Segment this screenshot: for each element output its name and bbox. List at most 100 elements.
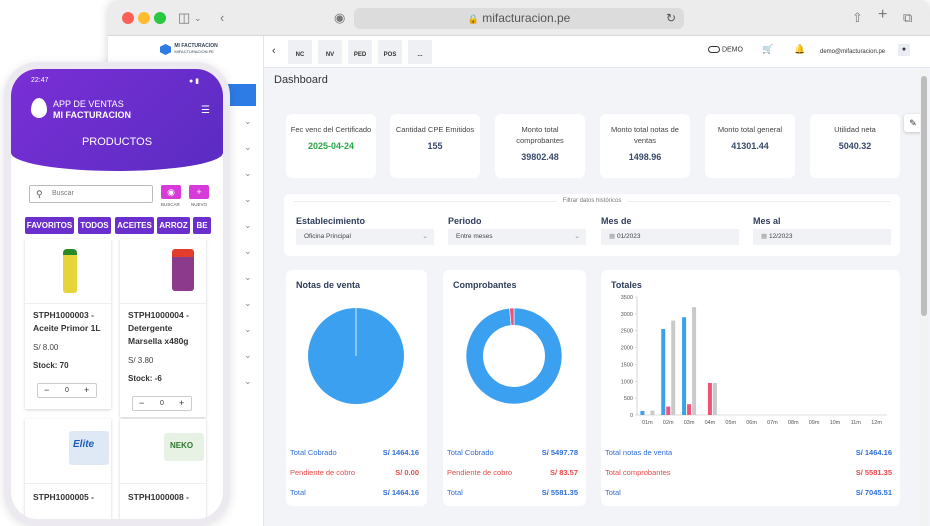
tab-more[interactable]: ... xyxy=(408,40,432,64)
tab-ped[interactable]: PED xyxy=(348,40,372,64)
cart-icon[interactable]: 🛒 xyxy=(762,44,774,54)
stat-label: Cantidad CPE Emitidos xyxy=(395,125,475,134)
product-card[interactable]: STPH1000003 - Aceite Primor 1L S/ 8.00 S… xyxy=(25,239,111,409)
product-card[interactable]: STPH1000004 - Detergente Marsella x480g … xyxy=(120,239,206,417)
comprobantes-card: Comprobantes Total Cobrado S/ 5497.78 Pen… xyxy=(443,270,586,506)
tabs-overview-icon[interactable]: ⧉ xyxy=(903,10,913,25)
summary-row-notas: Total notas de venta S/ 1464.16 xyxy=(605,448,892,457)
page-title: Dashboard xyxy=(274,74,328,86)
stat-value: 41301.44 xyxy=(731,141,769,151)
stat-label: Fec venc del Certificado xyxy=(290,125,372,134)
y-tick-label: 3500 xyxy=(621,295,633,301)
x-tick-label: 03m xyxy=(684,420,695,426)
wifi-battery-icon: ● ▮ xyxy=(189,78,200,85)
demo-toggle[interactable]: DEMO xyxy=(708,46,743,53)
chevron-down-icon: ⌄ xyxy=(574,233,580,240)
tab-pos[interactable]: POS xyxy=(378,40,402,64)
sidebar-chevron-icon[interactable]: ⌄ xyxy=(244,350,252,360)
quantity-stepper[interactable]: − 0 + xyxy=(37,383,97,398)
stat-card-notas: Monto total notas de ventas 1498.96 xyxy=(600,114,690,178)
user-avatar-icon[interactable]: ● xyxy=(898,44,910,56)
mes-al-field: Mes al ▦ 12/2023 xyxy=(753,216,891,245)
category-chip-arroz[interactable]: ARROZ xyxy=(157,217,190,234)
search-placeholder: Buscar xyxy=(52,190,74,197)
reload-icon[interactable]: ↻ xyxy=(665,11,676,25)
collapse-sidebar-icon[interactable]: ‹ xyxy=(272,45,276,57)
summary-row-pendiente: Pendiente de cobro S/ 83.57 xyxy=(447,468,578,477)
settings-pencil-icon[interactable]: ✎ xyxy=(904,114,922,132)
decrement-button[interactable]: − xyxy=(44,385,50,395)
product-name: STPH1000008 - xyxy=(128,492,189,502)
quantity-stepper[interactable]: − 0 + xyxy=(132,396,192,411)
maximize-window-button[interactable] xyxy=(154,12,166,24)
mes-al-label: Mes al xyxy=(753,216,781,226)
sidebar-chevron-icon[interactable]: ⌄ xyxy=(244,116,252,126)
sidebar-chevron-icon[interactable]: ⌄ xyxy=(244,376,252,386)
sidebar-toggle-icon[interactable]: ◫ xyxy=(178,10,191,25)
stat-label: Monto total comprobantes xyxy=(516,125,564,145)
x-tick-label: 09m xyxy=(809,420,820,426)
sidebar-chevron-icon[interactable]: ⌄ xyxy=(244,194,252,204)
back-icon[interactable]: ‹ xyxy=(220,10,225,25)
bar xyxy=(671,320,676,415)
address-bar[interactable]: 🔒 mifacturacion.pe ↻ xyxy=(354,8,684,29)
stat-card-general: Monto total general 41301.44 xyxy=(705,114,795,178)
browser-toolbar: ◫ ⌄ ‹ ◉ 🔒 mifacturacion.pe ↻ ⇧ + ⧉ xyxy=(108,0,930,36)
bar xyxy=(666,406,671,415)
bar xyxy=(650,410,655,415)
sidebar-chevron-icon[interactable]: ⌄ xyxy=(244,246,252,256)
oil-bottle-image xyxy=(63,249,77,293)
category-chip-more[interactable]: BE xyxy=(193,217,211,234)
notas-pie-chart xyxy=(308,308,404,404)
summary-row-pendiente: Pendiente de cobro S/ 0.00 xyxy=(290,468,419,477)
sidebar-chevron-icon[interactable]: ⌄ xyxy=(244,298,252,308)
y-tick-label: 2500 xyxy=(621,329,633,335)
stat-card-utilidad: Utilidad neta 5040.32 xyxy=(810,114,900,178)
add-product-button[interactable]: + xyxy=(189,185,209,199)
sidebar-logo[interactable]: MI FACTURACION MIFACTURACION.PE xyxy=(160,44,218,55)
establecimiento-select[interactable]: Oficina Principal ⌄ xyxy=(296,229,434,245)
decrement-button[interactable]: − xyxy=(139,398,145,408)
camera-button[interactable]: ◉ xyxy=(161,185,181,199)
hamburger-menu-icon[interactable]: ☰ xyxy=(201,105,210,116)
bar xyxy=(687,404,692,415)
sidebar-chevron-icon[interactable]: ⌄ xyxy=(244,220,252,230)
close-window-button[interactable] xyxy=(122,12,134,24)
sidebar-chevron-icon[interactable]: ⌄ xyxy=(244,168,252,178)
category-chip-aceites[interactable]: ACEITES xyxy=(115,217,154,234)
phone-brand: APP DE VENTAS MI FACTURACION xyxy=(53,99,131,121)
stat-value: 2025-04-24 xyxy=(307,141,355,151)
bar xyxy=(707,382,712,415)
increment-button[interactable]: + xyxy=(84,385,90,395)
scrollbar-thumb[interactable] xyxy=(921,76,927,316)
y-tick-label: 3000 xyxy=(621,312,633,318)
mes-al-input[interactable]: ▦ 12/2023 xyxy=(753,229,891,245)
notas-venta-card: Notas de venta Total Cobrado S/ 1464.16 P… xyxy=(286,270,427,506)
sidebar-chevron-icon[interactable]: ⌄ xyxy=(244,272,252,282)
periodo-label: Periodo xyxy=(448,216,482,226)
chevron-down-icon[interactable]: ⌄ xyxy=(194,13,202,23)
category-chip-favoritos[interactable]: FAVORITOS xyxy=(25,217,74,234)
sidebar-chevron-icon[interactable]: ⌄ xyxy=(244,324,252,334)
product-price: S/ 8.00 xyxy=(33,343,59,352)
product-search-input[interactable]: ⚲ Buscar xyxy=(29,185,153,203)
quantity-value: 0 xyxy=(65,387,69,394)
phone-header: 22:47 ● ▮ APP DE VENTAS MI FACTURACION ☰… xyxy=(11,69,223,171)
increment-button[interactable]: + xyxy=(179,398,185,408)
mes-de-input[interactable]: ▦ 01/2023 xyxy=(601,229,739,245)
sidebar-chevron-icon[interactable]: ⌄ xyxy=(244,142,252,152)
product-card[interactable]: NEKO STPH1000008 - xyxy=(120,419,206,519)
bell-icon[interactable]: 🔔 xyxy=(794,44,806,54)
user-email[interactable]: demo@mifacturacion.pe xyxy=(820,49,886,55)
share-icon[interactable]: ⇧ xyxy=(852,10,863,25)
product-card[interactable]: Elite STPH1000005 - xyxy=(25,419,111,519)
periodo-select[interactable]: Entre meses ⌄ xyxy=(448,229,586,245)
app-page: MI FACTURACION MIFACTURACION.PE ⌄ ⌄ ⌄ ⌄ … xyxy=(108,36,930,526)
product-stock: Stock: 70 xyxy=(33,361,69,370)
new-tab-icon[interactable]: + xyxy=(878,6,888,23)
tab-nv[interactable]: NV xyxy=(318,40,342,64)
card-title: Comprobantes xyxy=(453,280,517,290)
category-chip-todos[interactable]: TODOS xyxy=(78,217,111,234)
minimize-window-button[interactable] xyxy=(138,12,150,24)
tab-nc[interactable]: NC xyxy=(288,40,312,64)
